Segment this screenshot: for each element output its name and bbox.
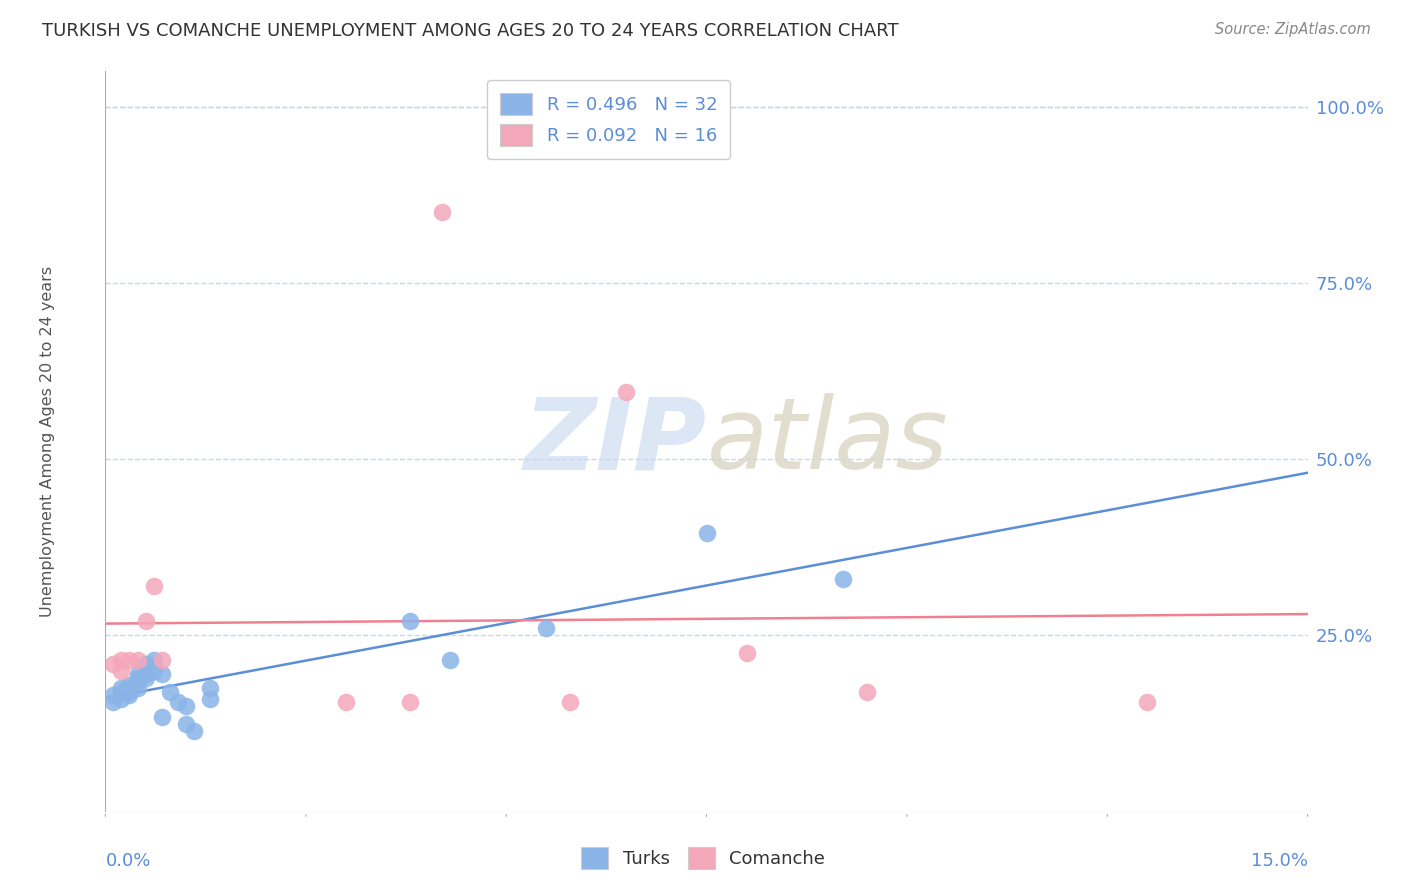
Point bbox=[142, 579, 165, 593]
Point bbox=[127, 653, 149, 667]
Point bbox=[127, 671, 149, 685]
Point bbox=[118, 678, 141, 692]
Point bbox=[735, 646, 758, 660]
Point bbox=[1136, 695, 1159, 709]
Point bbox=[110, 692, 132, 706]
Point bbox=[142, 664, 165, 678]
Point bbox=[166, 695, 188, 709]
Point bbox=[534, 621, 557, 635]
Point bbox=[110, 653, 132, 667]
Point bbox=[127, 674, 149, 689]
Point bbox=[110, 681, 132, 696]
Text: Unemployment Among Ages 20 to 24 years: Unemployment Among Ages 20 to 24 years bbox=[41, 266, 55, 617]
Legend: R = 0.496   N = 32, R = 0.092   N = 16: R = 0.496 N = 32, R = 0.092 N = 16 bbox=[486, 80, 730, 159]
Point bbox=[430, 205, 453, 219]
Point bbox=[399, 695, 422, 709]
Point bbox=[118, 681, 141, 696]
Point bbox=[118, 653, 141, 667]
Point bbox=[150, 709, 173, 723]
Point bbox=[150, 653, 173, 667]
Point bbox=[127, 681, 149, 696]
Point bbox=[198, 681, 221, 696]
Point bbox=[135, 615, 157, 629]
Point bbox=[183, 723, 205, 738]
Point bbox=[831, 572, 853, 586]
Point bbox=[135, 657, 157, 671]
Point bbox=[118, 689, 141, 703]
Point bbox=[198, 692, 221, 706]
Point bbox=[174, 716, 197, 731]
Point bbox=[103, 695, 125, 709]
Text: atlas: atlas bbox=[707, 393, 948, 490]
Point bbox=[103, 689, 125, 703]
Text: ZIP: ZIP bbox=[523, 393, 707, 490]
Point bbox=[110, 685, 132, 699]
Text: Source: ZipAtlas.com: Source: ZipAtlas.com bbox=[1215, 22, 1371, 37]
Point bbox=[855, 685, 877, 699]
Point bbox=[560, 695, 582, 709]
Point bbox=[335, 695, 357, 709]
Point bbox=[135, 667, 157, 681]
Point bbox=[439, 653, 461, 667]
Text: 0.0%: 0.0% bbox=[105, 853, 150, 871]
Point bbox=[174, 698, 197, 713]
Legend: Turks, Comanche: Turks, Comanche bbox=[572, 838, 834, 879]
Point bbox=[399, 615, 422, 629]
Point bbox=[110, 664, 132, 678]
Point bbox=[142, 653, 165, 667]
Point bbox=[150, 667, 173, 681]
Point bbox=[118, 685, 141, 699]
Point bbox=[103, 657, 125, 671]
Text: 15.0%: 15.0% bbox=[1250, 853, 1308, 871]
Text: TURKISH VS COMANCHE UNEMPLOYMENT AMONG AGES 20 TO 24 YEARS CORRELATION CHART: TURKISH VS COMANCHE UNEMPLOYMENT AMONG A… bbox=[42, 22, 898, 40]
Point bbox=[159, 685, 181, 699]
Point bbox=[135, 671, 157, 685]
Point bbox=[616, 385, 638, 400]
Point bbox=[696, 526, 718, 541]
Point bbox=[127, 667, 149, 681]
